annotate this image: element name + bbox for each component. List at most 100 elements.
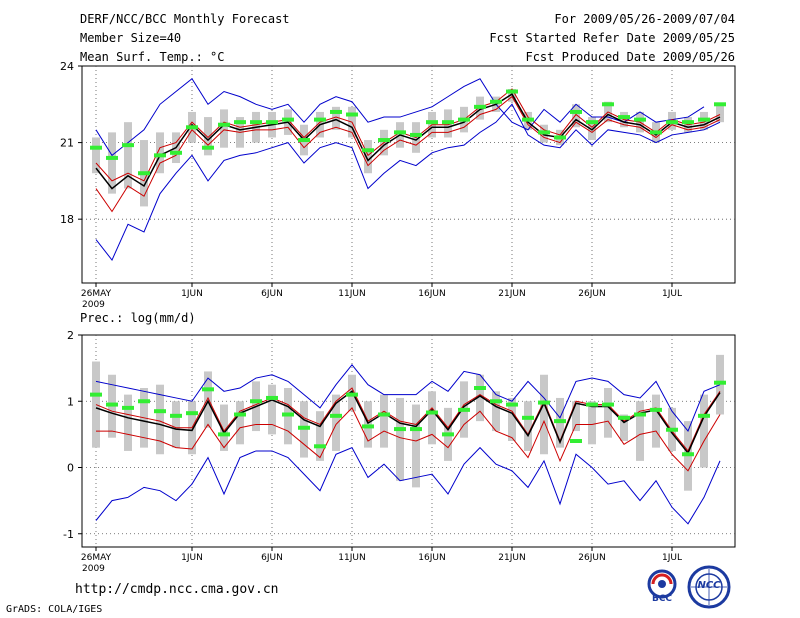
ncc-logo: NCC [685,565,733,609]
x-tick-label: 1JUL [662,553,682,563]
observed-marker [474,386,486,390]
started-refer-date: Fcst Started Refer Date 2009/05/25 [489,31,735,45]
observed-marker [506,402,518,407]
observed-marker [458,117,470,122]
series-line-max [95,364,721,433]
observed-marker [426,410,438,415]
observed-marker [426,120,438,125]
observed-marker [666,427,678,432]
observed-marker [618,415,630,420]
observed-marker [394,130,406,135]
observed-marker [298,425,310,430]
observed-marker [298,138,310,143]
member-size: Member Size=40 [80,31,182,45]
ncc-logo-text: NCC [697,580,721,591]
source-url[interactable]: http://cmdp.ncc.cma.gov.cn [75,582,279,597]
observed-marker [106,155,118,160]
observed-marker [570,109,582,114]
observed-marker [202,145,214,150]
observed-marker [250,399,262,404]
x-tick-label: 6JUN [261,553,283,563]
observed-marker [650,407,662,412]
bcc-logo-text: BCC [651,594,673,604]
observed-marker [106,402,118,407]
observed-marker [698,117,710,122]
observed-marker [138,171,150,176]
observed-marker [458,407,470,412]
plot-frame [81,65,736,284]
forecast-range: For 2009/05/26-2009/07/04 [554,12,735,26]
y-tick-label: 21 [60,137,74,150]
observed-marker [378,412,390,417]
observed-marker [634,412,646,417]
observed-marker [314,444,326,449]
box-bar [332,106,340,130]
series-line-mean [95,93,721,190]
box-bar [588,401,596,445]
box-bar [428,391,436,445]
observed-marker [250,120,262,125]
box-bar [156,132,164,174]
box-bar [316,411,324,461]
y-tick-label: 0 [67,462,74,475]
box-bar [332,394,340,451]
observed-marker [282,412,294,417]
x-tick-label: 26JUN [578,553,605,563]
box-bar [380,394,388,448]
observed-marker [266,395,278,400]
observed-marker [714,380,726,385]
year-label: 2009 [82,564,105,574]
box-bar [396,397,404,481]
box-bar [540,374,548,455]
observed-marker [602,402,614,407]
observed-marker [522,117,534,122]
x-tick-label: 16JUN [418,553,445,563]
observed-marker [330,413,342,418]
observed-marker [330,109,342,114]
observed-marker [282,117,294,122]
precip-panel-title: Prec.: log(mm/d) [80,311,196,325]
box-bar [508,397,516,441]
observed-marker [554,135,566,140]
series-line-upper [95,88,721,182]
observed-marker [186,125,198,130]
box-bar [220,404,228,451]
box-bar [92,137,100,174]
box-bar [620,414,628,441]
observed-marker [618,115,630,120]
observed-marker [346,112,358,117]
box-bar [492,391,500,432]
y-tick-label: -1 [63,528,74,541]
box-bar [108,132,116,194]
observed-marker [202,387,214,392]
observed-marker [314,117,326,122]
observed-marker [234,120,246,125]
x-tick-label: 6JUN [261,289,283,299]
x-tick-label: 1JUN [181,553,203,563]
series-line-min [95,446,721,525]
box-bar [604,388,612,438]
observed-marker [122,405,134,410]
observed-marker [666,120,678,125]
observed-marker [378,138,390,143]
box-bar [204,117,212,156]
observed-marker [122,143,134,148]
x-tick-label: 11JUN [338,553,365,563]
observed-marker [410,427,422,432]
x-tick-label: 21JUN [498,553,525,563]
box-bar [716,104,724,123]
box-bar [124,394,132,451]
observed-marker [538,400,550,405]
observed-marker [90,145,102,150]
observed-marker [474,104,486,109]
observed-marker [218,432,230,437]
box-bar [364,140,372,174]
observed-marker [90,392,102,397]
box-bar [700,394,708,468]
x-tick-label: 21JUN [498,289,525,299]
y-tick-label: 2 [67,329,74,342]
observed-marker [362,424,374,429]
box-bar [204,371,212,428]
observed-marker [234,412,246,417]
